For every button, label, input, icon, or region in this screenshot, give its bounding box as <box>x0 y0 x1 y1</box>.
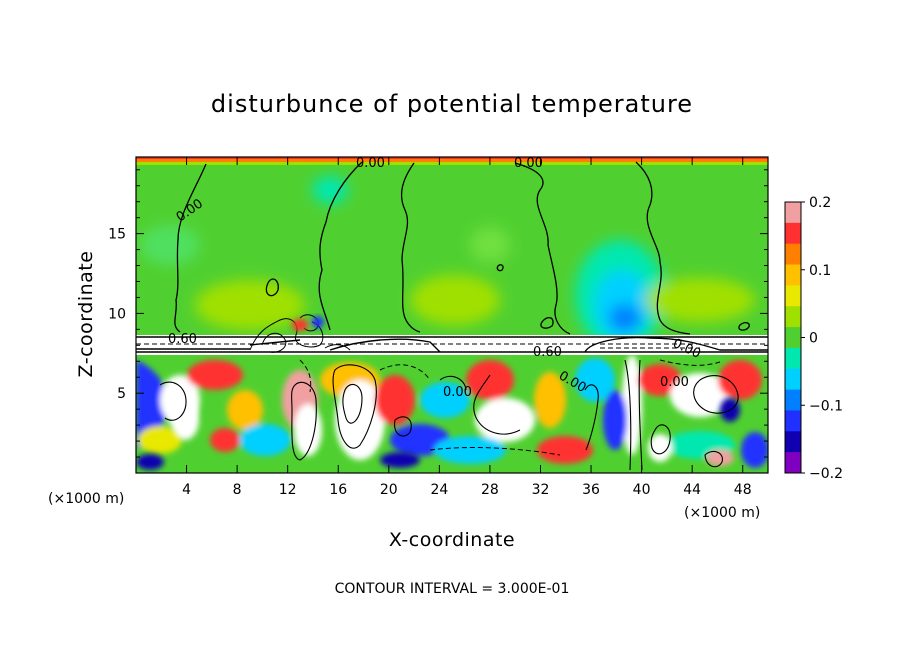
colorbar: 0.2 0.1 0 −0.1 −0.2 <box>784 195 843 482</box>
colorbar-tick-label: −0.2 <box>809 466 843 482</box>
contour-label: 0.00 <box>356 156 385 171</box>
y-axis-label: Z-coordinate <box>75 251 97 378</box>
colorbar-segment <box>785 202 801 224</box>
colorbar-segment <box>785 327 801 349</box>
x-tick-label: 24 <box>430 482 448 498</box>
upper-contours <box>174 161 750 335</box>
contour-label: 0.00 <box>660 375 689 390</box>
colorbar-segment <box>785 285 801 307</box>
y-tick-label: 10 <box>108 306 126 322</box>
contour-label: 0.00 <box>443 385 472 400</box>
x-tick-label: 8 <box>233 482 242 498</box>
colorbar-segment <box>785 264 801 286</box>
colorbar-segment <box>785 347 801 370</box>
x-tick-label: 44 <box>683 482 701 498</box>
x-unit-right: (×1000 m) <box>684 505 760 521</box>
colorbar-segment <box>785 389 801 411</box>
x-tick-label: 16 <box>329 482 347 498</box>
colorbar-segment <box>785 431 801 453</box>
colorbar-tick-label: 0 <box>809 331 818 347</box>
x-axis: 4 8 12 16 20 24 28 32 36 40 44 48 <box>182 157 752 498</box>
x-tick-label: 20 <box>380 482 398 498</box>
x-tick-label: 12 <box>279 482 297 498</box>
colorbar-tick-label: 0.1 <box>809 263 831 279</box>
x-tick-label: 48 <box>734 482 752 498</box>
y-tick-label: 15 <box>108 227 126 243</box>
lower-region <box>136 355 768 473</box>
x-tick-label: 4 <box>182 482 191 498</box>
heatmap-field <box>136 157 768 473</box>
interface-band <box>136 314 768 355</box>
x-unit-left: (×1000 m) <box>48 491 124 507</box>
colorbar-segment <box>785 410 801 432</box>
colorbar-segment <box>785 368 801 391</box>
colorbar-segment <box>785 452 801 474</box>
y-axis: 5 10 15 <box>108 169 768 458</box>
contour-label: 0.60 <box>533 345 562 360</box>
x-tick-label: 32 <box>532 482 550 498</box>
colorbar-tick-label: 0.2 <box>809 195 831 211</box>
upper-region <box>136 157 768 335</box>
colorbar-segment <box>785 306 801 328</box>
contour-label: 0.00 <box>514 156 543 171</box>
plot-frame <box>135 156 769 474</box>
x-axis-label: X-coordinate <box>389 529 515 551</box>
colorbar-tick-label: −0.1 <box>809 398 843 414</box>
lower-contours <box>159 359 739 471</box>
colorbar-segment <box>785 222 801 245</box>
chart-title: disturbunce of potential temperature <box>211 90 693 118</box>
colorbar-segment <box>785 243 801 266</box>
contour-label: 0.60 <box>168 332 197 347</box>
x-tick-label: 28 <box>481 482 499 498</box>
y-tick-label: 5 <box>117 386 126 402</box>
contour-interval-note: CONTOUR INTERVAL = 3.000E-01 <box>335 581 570 597</box>
x-tick-label: 40 <box>633 482 651 498</box>
x-tick-label: 36 <box>582 482 600 498</box>
